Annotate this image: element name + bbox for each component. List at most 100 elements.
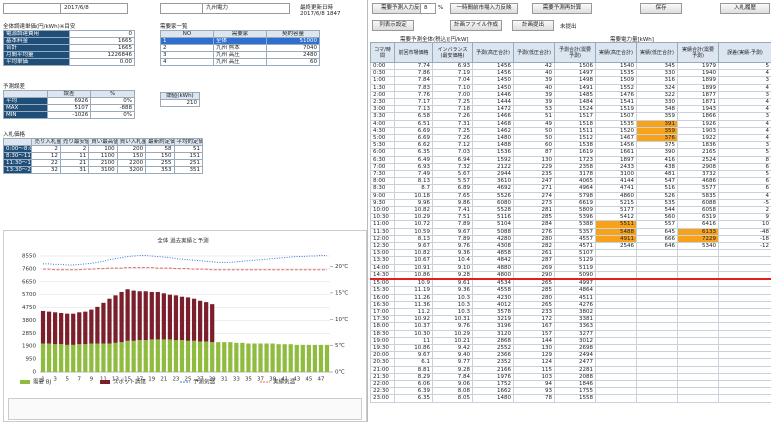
threshold-table: 閾値(kWh) 210 (160, 92, 200, 107)
cell (677, 322, 719, 331)
cell: 10:30 (370, 213, 395, 222)
cell: 9.77 (432, 358, 473, 367)
row: 16:00 11.26 10.3 4230 280 4511 (370, 293, 771, 302)
bid-table: 売り入札量売り最安値買い最高値買い入札量最新約定価格平均約定価格0:00〜8:0… (2, 138, 204, 174)
row[interactable]: 4 九州 高圧 60 (160, 58, 320, 66)
button[interactable]: 一時間前市場入力反映 (450, 3, 518, 14)
row[interactable]: 1 全体 51000 (160, 37, 320, 45)
cell: 10.92 (394, 315, 433, 324)
cell: 実績合計(需要予測) (677, 42, 719, 63)
row: 18:30 10.30 10.29 3120 157 3277 (370, 329, 771, 338)
row: 12:00 8.13 7.89 4280 280 4557 4911 666 7229 -18 (370, 234, 771, 244)
button[interactable]: 計画提出 (512, 20, 554, 31)
y-tick-label: 3800 (22, 318, 36, 324)
cell (595, 286, 637, 295)
cell: 6:00 (370, 148, 395, 157)
cell: 2122 (472, 162, 514, 172)
cell: 1903 (677, 126, 719, 136)
button[interactable]: 需要予測再計算 (532, 3, 592, 14)
cell: 5528 (472, 206, 514, 215)
cell (677, 315, 719, 324)
cell: 58 (145, 145, 175, 153)
cell: 5340 (677, 242, 719, 251)
cell: 1662 (472, 387, 514, 396)
bar (318, 344, 324, 372)
cell: 16:30 (370, 300, 395, 309)
cell: 1:00 (370, 76, 395, 85)
cell: 280 (513, 293, 555, 302)
date-field[interactable]: 2017/6/8 (60, 3, 128, 14)
cell (677, 293, 719, 302)
bar (191, 298, 197, 341)
cell: 6.69 (394, 134, 433, 143)
cell: 1619 (554, 148, 596, 157)
cell (595, 351, 637, 360)
bar (155, 291, 160, 340)
row[interactable]: 3 九州 高圧 2480 (160, 51, 320, 59)
cell: 316 (636, 76, 678, 85)
legend-label: 需要 BJ (33, 379, 52, 386)
cell: 115 (513, 365, 555, 374)
cell: 6.62 (394, 141, 433, 150)
temperature-line (43, 267, 327, 271)
date-label: 業務対象日 (3, 3, 61, 14)
cell: 4842 (472, 256, 514, 265)
cell (595, 322, 637, 331)
cell (677, 387, 719, 396)
row: 9:30 9.96 9.86 6080 273 6619 5215 535 6088 -5 (370, 198, 771, 208)
cell (718, 322, 771, 331)
rate-input[interactable]: 8 (420, 3, 436, 14)
bar (131, 340, 136, 372)
cell: 1100 (88, 152, 118, 160)
cell: 12:00 (370, 234, 395, 244)
row: 22:30 6.39 8.08 1662 93 1755 (370, 387, 771, 396)
cell: 九州 熊本 (213, 44, 267, 52)
cell: 5798 (554, 191, 596, 200)
cell: 21 (59, 159, 90, 167)
cell: 1444 (472, 98, 514, 107)
button[interactable]: 入札履歴 (720, 3, 770, 14)
row: 合計 1665 (3, 44, 135, 52)
cell (718, 379, 771, 389)
cell: 2477 (554, 358, 596, 367)
cell (636, 263, 678, 272)
cell: 645 (636, 227, 678, 236)
cell: 8.08 (432, 387, 473, 396)
header-row: NO 需要家 契約容量 (160, 30, 320, 38)
cell: -1026 (46, 111, 92, 119)
cell: 557 (636, 220, 678, 229)
cell (636, 365, 678, 374)
cell: 15:00 (370, 278, 395, 288)
cell: 2552 (472, 343, 514, 353)
button[interactable]: 保存 (640, 3, 682, 14)
cell: 5107 (554, 249, 596, 258)
cell: 4558 (472, 286, 514, 295)
cell: 誤差 (46, 90, 92, 98)
bar (276, 344, 281, 372)
cell: 2166 (472, 365, 514, 374)
cell: 1472 (472, 105, 514, 114)
cell: 5104 (472, 220, 514, 229)
cell: 最新約定価格 (145, 138, 175, 146)
cell: 6319 (677, 213, 719, 222)
cost-table: 電源調達費用 0 基本料金 1665 合計 1665 月間平均量 1226846 平均単価 0.0… (3, 30, 135, 66)
cell: 280 (513, 234, 555, 244)
cell: 1877 (677, 90, 719, 100)
button[interactable]: 列表示設定 (372, 20, 414, 31)
cell: 11.19 (394, 286, 433, 295)
cell: 9.40 (432, 351, 473, 360)
bar (52, 312, 58, 345)
cell: 6.69 (394, 126, 433, 136)
cell: 2698 (554, 343, 596, 353)
company-select[interactable]: 九州電力 (202, 3, 290, 14)
cell: 1540 (595, 61, 637, 71)
cell: 買い入札量 (116, 138, 147, 146)
cell (677, 278, 719, 288)
group-title: 需要予測全体(税込)[円/kW] (400, 37, 469, 43)
cell: 210 (160, 99, 200, 107)
row[interactable]: 2 九州 熊本 7040 (160, 44, 320, 52)
button[interactable]: 計画ファイル作成 (450, 20, 502, 31)
y2-tick-label: 10℃ (335, 316, 348, 323)
cell: 544 (636, 206, 678, 215)
bar (89, 343, 94, 372)
